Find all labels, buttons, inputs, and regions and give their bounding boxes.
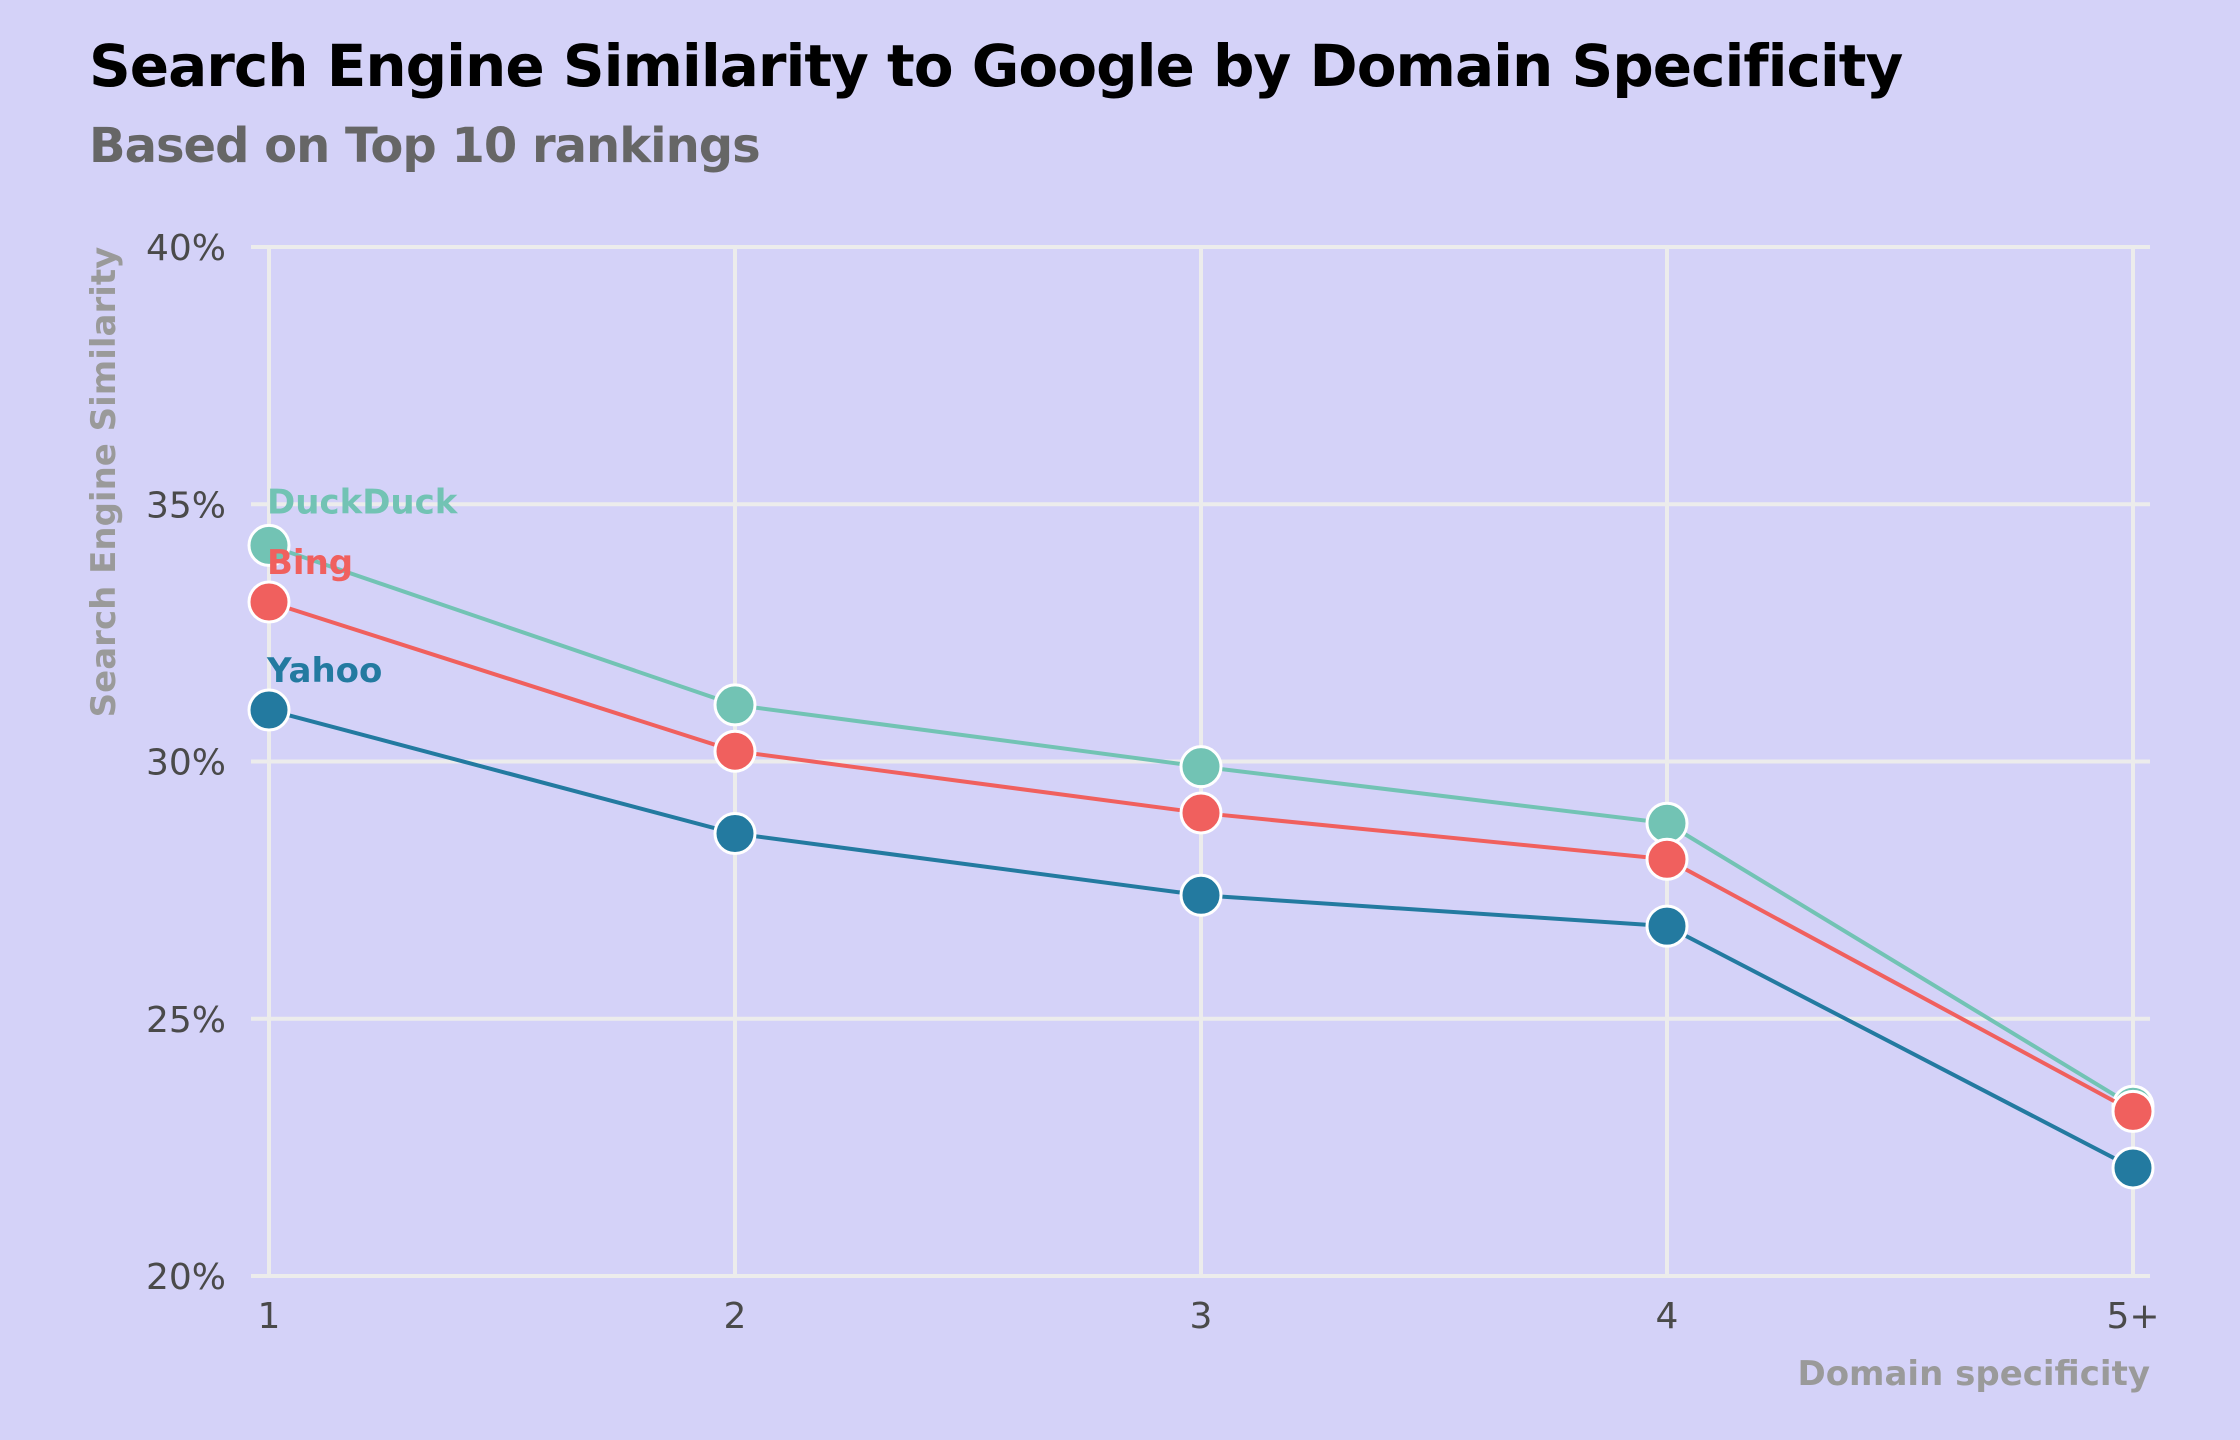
- series-bing: [247, 580, 2155, 1133]
- y-tick-label: 35%: [146, 485, 226, 526]
- series-group: [247, 523, 2155, 1190]
- data-point: [713, 729, 757, 773]
- data-point: [1645, 837, 1689, 881]
- x-tick-label: 2: [724, 1296, 747, 1337]
- data-point: [713, 812, 757, 856]
- series-labels: DuckDuck Bing Yahoo: [266, 482, 459, 691]
- x-tick-label: 4: [1656, 1296, 1679, 1337]
- chart-title: Search Engine Similarity to Google by Do…: [89, 32, 1903, 100]
- y-tick-label: 20%: [146, 1257, 226, 1298]
- data-point: [1179, 791, 1223, 835]
- y-axis-ticks: 20% 25% 30% 35% 40%: [146, 228, 226, 1298]
- data-point: [1179, 745, 1223, 789]
- x-tick-label: 3: [1190, 1296, 1213, 1337]
- y-axis-title: Search Engine Similarity: [84, 247, 124, 718]
- y-tick-label: 40%: [146, 228, 226, 269]
- data-point: [2111, 1089, 2155, 1133]
- data-point: [247, 688, 291, 732]
- series-label: Bing: [267, 543, 353, 583]
- data-point: [247, 580, 291, 624]
- series-yahoo: [247, 688, 2155, 1190]
- data-point: [1179, 873, 1223, 917]
- data-point: [713, 683, 757, 727]
- series-label: Yahoo: [266, 651, 382, 691]
- x-axis-title: Domain specificity: [1797, 1354, 2150, 1394]
- x-tick-label: 5+: [2106, 1296, 2159, 1337]
- data-point: [1645, 904, 1689, 948]
- y-tick-label: 30%: [146, 743, 226, 784]
- data-point: [247, 523, 291, 567]
- chart-subtitle: Based on Top 10 rankings: [89, 118, 761, 174]
- x-tick-label: 1: [258, 1296, 281, 1337]
- series-label: DuckDuck: [267, 482, 459, 522]
- data-point: [2111, 1146, 2155, 1190]
- y-tick-label: 25%: [146, 1000, 226, 1041]
- x-axis-ticks: 1 2 3 4 5+: [258, 1296, 2160, 1337]
- data-point: [1645, 801, 1689, 845]
